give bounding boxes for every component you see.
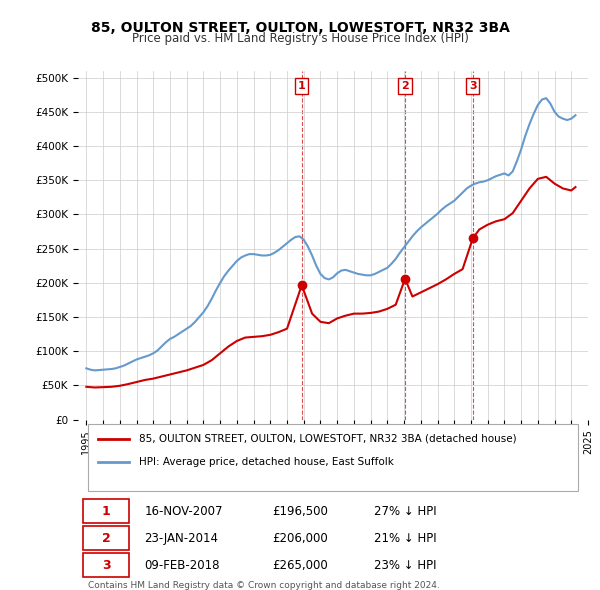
Text: HPI: Average price, detached house, East Suffolk: HPI: Average price, detached house, East… <box>139 457 394 467</box>
Text: Price paid vs. HM Land Registry's House Price Index (HPI): Price paid vs. HM Land Registry's House … <box>131 32 469 45</box>
Text: 2: 2 <box>401 81 409 91</box>
Text: 85, OULTON STREET, OULTON, LOWESTOFT, NR32 3BA: 85, OULTON STREET, OULTON, LOWESTOFT, NR… <box>91 21 509 35</box>
FancyBboxPatch shape <box>88 424 578 491</box>
Text: £265,000: £265,000 <box>272 559 328 572</box>
Text: Contains HM Land Registry data © Crown copyright and database right 2024.: Contains HM Land Registry data © Crown c… <box>88 581 440 590</box>
Text: 27% ↓ HPI: 27% ↓ HPI <box>374 505 436 518</box>
Text: 09-FEB-2018: 09-FEB-2018 <box>145 559 220 572</box>
Text: 1: 1 <box>298 81 305 91</box>
FancyBboxPatch shape <box>83 526 129 550</box>
Text: 3: 3 <box>469 81 476 91</box>
Text: 85, OULTON STREET, OULTON, LOWESTOFT, NR32 3BA (detached house): 85, OULTON STREET, OULTON, LOWESTOFT, NR… <box>139 434 517 444</box>
Text: 21% ↓ HPI: 21% ↓ HPI <box>374 532 436 545</box>
Text: 1: 1 <box>101 505 110 518</box>
FancyBboxPatch shape <box>83 499 129 523</box>
Text: £196,500: £196,500 <box>272 505 328 518</box>
Text: 23% ↓ HPI: 23% ↓ HPI <box>374 559 436 572</box>
Text: 2: 2 <box>101 532 110 545</box>
Text: 23-JAN-2014: 23-JAN-2014 <box>145 532 218 545</box>
FancyBboxPatch shape <box>83 553 129 576</box>
Text: £206,000: £206,000 <box>272 532 328 545</box>
Text: 16-NOV-2007: 16-NOV-2007 <box>145 505 223 518</box>
Text: 3: 3 <box>102 559 110 572</box>
